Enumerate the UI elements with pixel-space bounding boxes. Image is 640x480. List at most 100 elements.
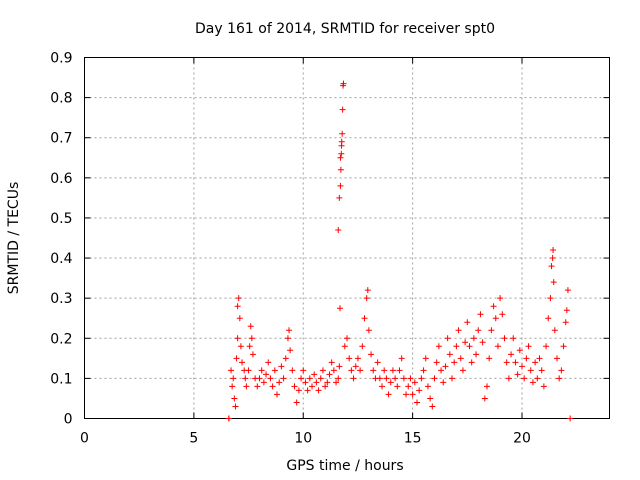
data-point bbox=[433, 359, 440, 366]
data-point bbox=[422, 355, 429, 362]
data-point bbox=[249, 351, 256, 358]
data-point bbox=[265, 359, 272, 366]
data-point bbox=[449, 375, 455, 382]
data-point bbox=[239, 359, 245, 366]
data-point bbox=[385, 391, 392, 398]
data-point bbox=[256, 375, 263, 382]
data-point bbox=[234, 335, 241, 342]
data-point bbox=[403, 391, 410, 398]
chart-title: Day 161 of 2014, SRMTID for receiver spt… bbox=[195, 21, 495, 37]
data-point bbox=[548, 263, 555, 270]
data-point bbox=[540, 383, 547, 390]
data-point bbox=[271, 367, 278, 374]
data-point bbox=[545, 315, 552, 322]
data-point bbox=[348, 367, 355, 374]
data-point bbox=[488, 327, 495, 334]
x-tick-label: 15 bbox=[404, 431, 422, 447]
data-point bbox=[337, 154, 344, 161]
data-point bbox=[236, 315, 243, 322]
data-point bbox=[547, 295, 554, 302]
data-point bbox=[536, 355, 543, 362]
data-point bbox=[337, 305, 343, 312]
data-point bbox=[335, 375, 342, 382]
grid-lines bbox=[84, 57, 610, 419]
data-point bbox=[538, 367, 545, 374]
data-point bbox=[230, 375, 237, 382]
data-point bbox=[233, 355, 240, 362]
data-point bbox=[550, 279, 557, 286]
data-point bbox=[516, 347, 523, 354]
data-point bbox=[532, 359, 539, 366]
y-tick-label: 0.2 bbox=[50, 331, 72, 347]
data-point bbox=[383, 375, 390, 382]
data-point bbox=[514, 371, 521, 378]
data-point bbox=[492, 315, 499, 322]
data-point bbox=[247, 323, 254, 330]
data-point bbox=[556, 375, 563, 382]
data-point bbox=[560, 343, 567, 350]
data-point bbox=[551, 327, 558, 334]
data-point bbox=[335, 226, 342, 233]
data-point bbox=[340, 80, 347, 87]
data-point bbox=[387, 379, 394, 386]
data-point bbox=[527, 367, 534, 374]
data-point bbox=[274, 391, 280, 398]
data-point bbox=[451, 359, 458, 366]
data-point bbox=[317, 375, 324, 382]
data-point bbox=[280, 375, 287, 382]
data-point bbox=[363, 295, 370, 302]
data-point bbox=[225, 415, 232, 422]
data-point bbox=[508, 351, 515, 358]
data-point bbox=[231, 395, 238, 402]
data-point bbox=[324, 379, 331, 386]
data-point bbox=[293, 399, 300, 406]
data-point bbox=[336, 194, 343, 201]
data-point bbox=[370, 367, 377, 374]
data-point bbox=[245, 367, 252, 374]
data-point bbox=[424, 383, 431, 390]
data-point bbox=[392, 375, 399, 382]
data-point bbox=[374, 359, 381, 366]
y-axis-ticks: 0 0.1 0.2 0.3 0.4 0.5 0.6 0.7 0.8 0.9 bbox=[50, 51, 610, 428]
data-point bbox=[354, 355, 361, 362]
x-tick-label: 10 bbox=[294, 431, 312, 447]
data-point bbox=[543, 343, 550, 350]
data-point bbox=[563, 307, 570, 314]
data-point bbox=[248, 335, 255, 342]
data-point bbox=[315, 387, 322, 394]
y-tick-label: 0 bbox=[64, 412, 73, 428]
data-point bbox=[341, 343, 348, 350]
data-point bbox=[523, 355, 530, 362]
data-point bbox=[394, 383, 401, 390]
data-point bbox=[336, 363, 343, 370]
data-point bbox=[302, 379, 309, 386]
data-point bbox=[267, 375, 274, 382]
data-point bbox=[470, 335, 477, 342]
data-point bbox=[337, 182, 344, 189]
data-point bbox=[235, 295, 242, 302]
data-point bbox=[466, 343, 473, 350]
data-point bbox=[337, 166, 344, 173]
y-tick-label: 0.8 bbox=[50, 91, 72, 107]
data-point bbox=[558, 367, 565, 374]
data-point bbox=[427, 395, 434, 402]
data-point bbox=[350, 375, 357, 382]
data-point bbox=[286, 327, 293, 334]
data-point bbox=[484, 383, 490, 390]
x-tick-label: 5 bbox=[189, 431, 198, 447]
x-axis-ticks: 0 5 10 15 20 bbox=[80, 57, 531, 447]
x-axis-label: GPS time / hours bbox=[286, 458, 403, 474]
data-point bbox=[475, 327, 482, 334]
data-point bbox=[459, 367, 466, 374]
data-point bbox=[490, 303, 497, 310]
y-tick-label: 0.5 bbox=[50, 211, 72, 227]
y-axis-label: SRMTID / TECUs bbox=[6, 182, 22, 295]
data-point bbox=[311, 371, 318, 378]
data-point bbox=[229, 383, 236, 390]
data-point bbox=[322, 383, 329, 390]
data-point bbox=[503, 359, 510, 366]
data-point bbox=[521, 375, 528, 382]
data-point bbox=[473, 351, 480, 358]
data-point bbox=[328, 359, 335, 366]
y-tick-label: 0.9 bbox=[50, 51, 72, 67]
